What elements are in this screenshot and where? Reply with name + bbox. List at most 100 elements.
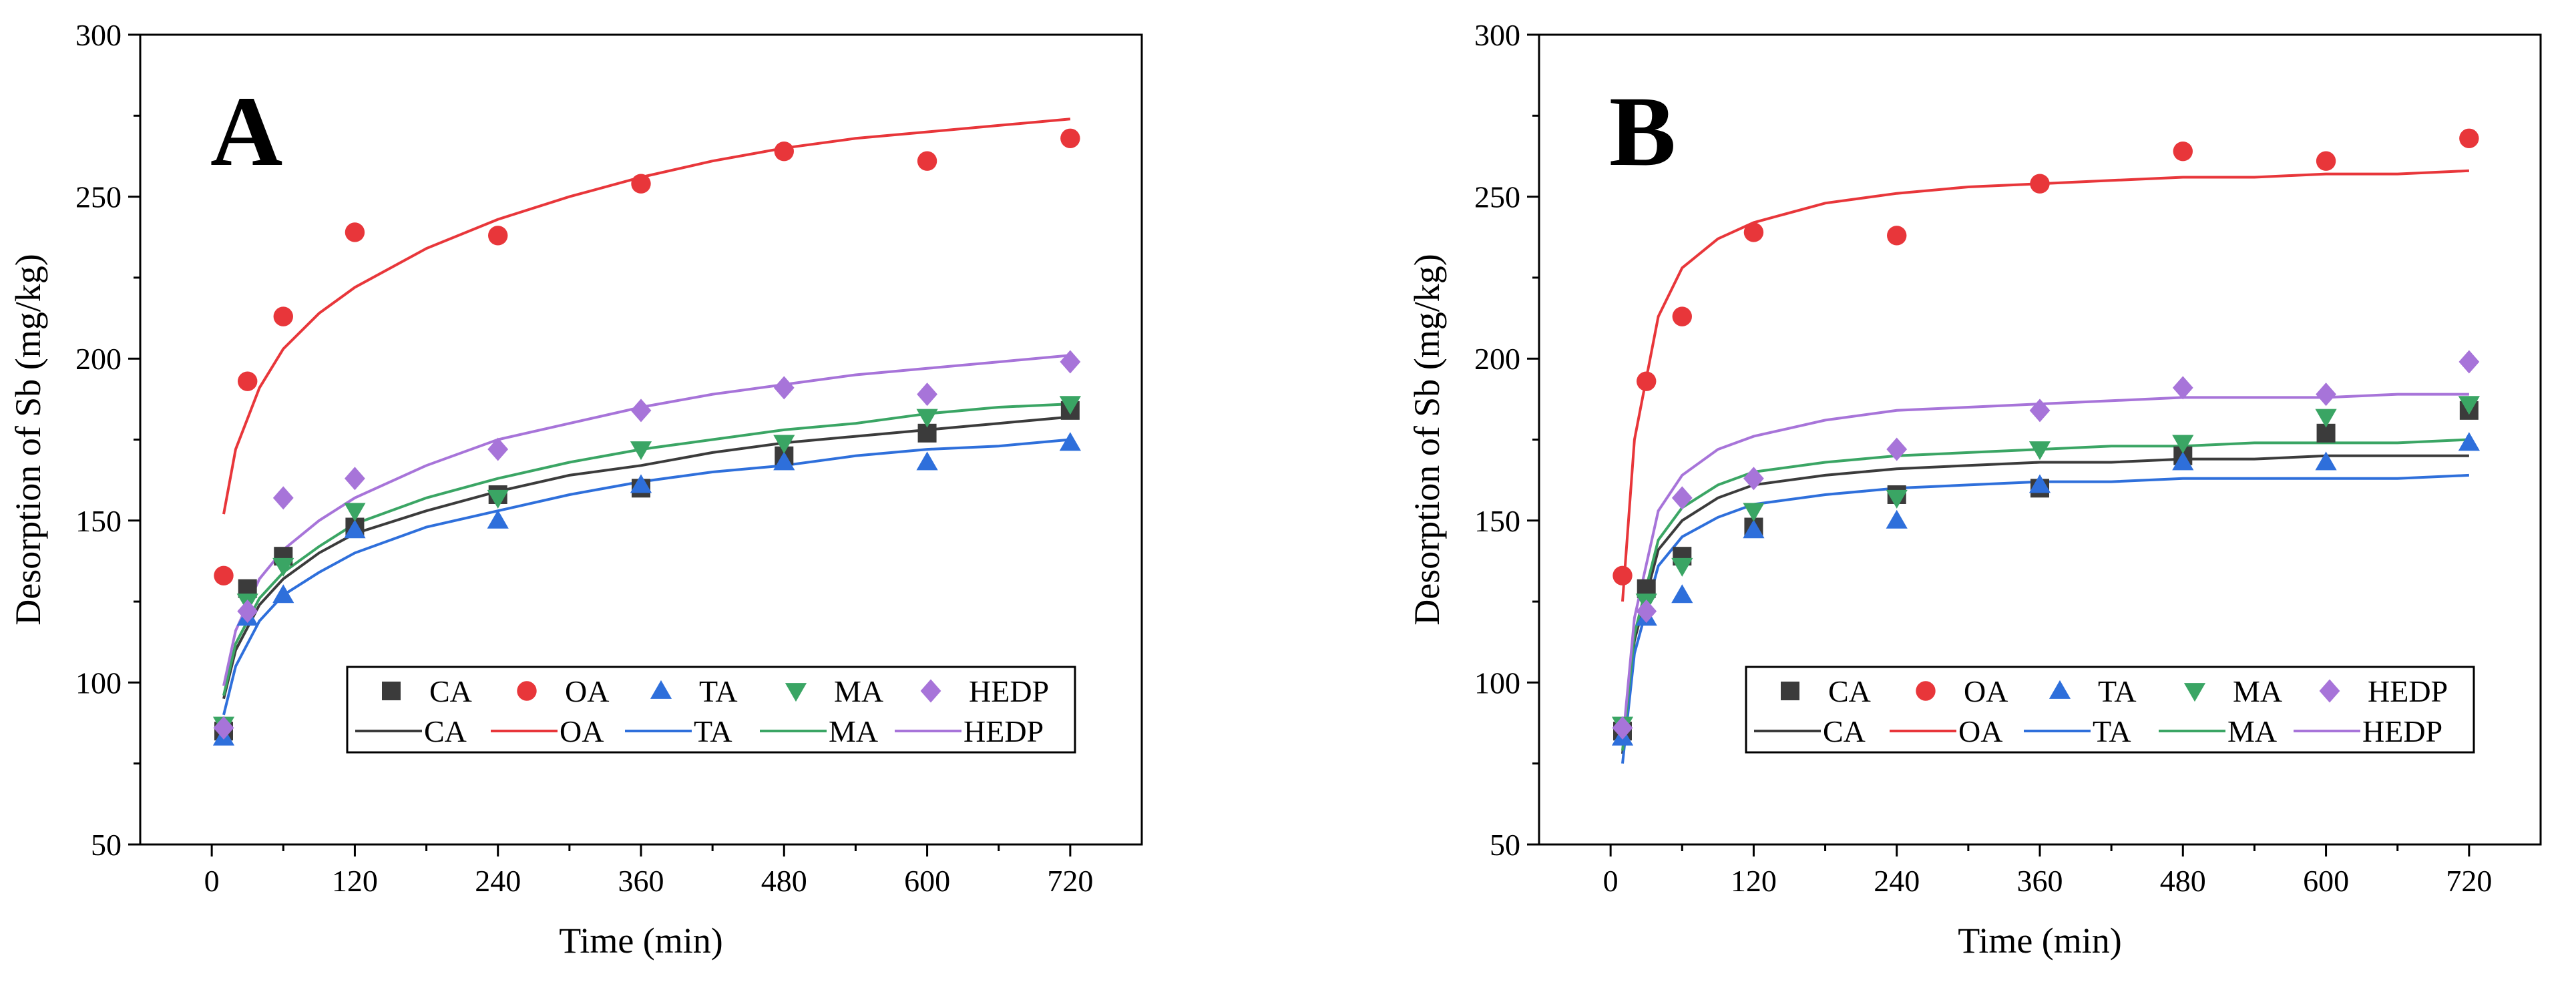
data-point-hedp xyxy=(272,486,294,510)
legend-marker-hedp xyxy=(920,679,941,703)
data-point-oa xyxy=(345,222,365,242)
data-point-hedp xyxy=(1743,467,1764,491)
y-tick-label: 50 xyxy=(91,828,122,862)
data-point-ma xyxy=(2172,435,2194,454)
y-tick-label: 300 xyxy=(1474,18,1520,52)
data-point-oa xyxy=(488,226,508,246)
data-point-ta xyxy=(2315,451,2337,471)
x-tick-label: 600 xyxy=(2303,864,2349,898)
legend: CA OA TA MA HEDP CA OA TA MA HEDP xyxy=(1745,666,2475,754)
data-point-ma xyxy=(2315,409,2337,428)
legend-marker-ma xyxy=(2183,683,2206,702)
data-point-ta xyxy=(344,519,366,539)
legend-label-ta: TA xyxy=(699,674,738,708)
data-point-oa xyxy=(2030,174,2050,194)
data-point-ma xyxy=(344,503,366,522)
legend-label-ta: TA xyxy=(2098,674,2137,708)
data-point-ta xyxy=(1059,432,1081,451)
x-tick-label: 360 xyxy=(2017,864,2063,898)
fit-line-ma xyxy=(222,403,1070,696)
legend-label-ca: CA xyxy=(1828,674,1871,708)
fit-line-ca xyxy=(1621,454,2469,754)
legend-line-label-oa: OA xyxy=(560,714,604,748)
x-axis-label: Time (min) xyxy=(1958,921,2122,961)
legend-marker-ma xyxy=(785,683,807,702)
legend-marker-ta xyxy=(2049,680,2071,699)
x-tick-label: 0 xyxy=(1603,864,1619,898)
data-point-hedp xyxy=(917,383,937,407)
fit-line-hedp xyxy=(222,354,1071,686)
chart-panel-b: 0 120 240 360 480 600 720 50 100 150 200 250 300 Time… xyxy=(1407,18,2542,961)
data-point-ta xyxy=(2458,432,2480,451)
data-point-ma xyxy=(1671,557,1693,577)
x-tick-label: 480 xyxy=(2160,864,2206,898)
y-tick-label: 100 xyxy=(1474,666,1520,700)
data-point-ta xyxy=(1671,584,1693,603)
legend-marker-ta xyxy=(650,680,672,699)
legend-marker-ca xyxy=(382,682,401,700)
fit-line-ca xyxy=(222,415,1071,700)
data-point-ta xyxy=(1886,509,1908,529)
y-tick-label: 150 xyxy=(75,504,122,538)
legend-line-label-ta: TA xyxy=(2093,714,2131,748)
data-point-oa xyxy=(1060,128,1080,148)
x-tick-label: 600 xyxy=(904,864,950,898)
data-point-oa xyxy=(631,174,651,194)
data-point-ta xyxy=(773,451,795,471)
data-point-hedp xyxy=(1060,350,1081,374)
y-tick-label: 300 xyxy=(75,18,122,52)
legend-label-hedp: HEDP xyxy=(2368,674,2448,708)
legend-marker-oa xyxy=(1916,681,1936,701)
data-point-hedp xyxy=(773,376,795,400)
legend-marker-hedp xyxy=(2319,679,2340,703)
data-point-oa xyxy=(2173,141,2193,162)
data-point-ta xyxy=(272,584,294,603)
fit-line-ta xyxy=(222,438,1071,716)
data-point-ta xyxy=(916,451,938,471)
data-point-ma xyxy=(1886,489,1908,509)
legend-label-ma: MA xyxy=(2233,674,2282,708)
legend-line-label-oa: OA xyxy=(1958,714,2002,748)
data-point-oa xyxy=(917,151,937,171)
y-axis-label: Desorption of Sb (mg/kg) xyxy=(8,254,48,625)
legend-marker-ca xyxy=(1781,682,1799,700)
y-axis-label: Desorption of Sb (mg/kg) xyxy=(1407,254,1447,625)
legend-line-label-hedp: HEDP xyxy=(963,714,1044,748)
chart-panel-a: 0 120 240 360 480 600 720 50 100 150 200 250 300 Time… xyxy=(8,18,1143,961)
x-tick-label: 120 xyxy=(332,864,378,898)
data-point-hedp xyxy=(2029,399,2051,423)
fit-line-ma xyxy=(1621,438,2469,751)
data-point-ma xyxy=(272,557,294,577)
data-point-ma xyxy=(2028,441,2051,461)
data-point-ta xyxy=(1743,519,1765,539)
data-point-hedp xyxy=(213,716,234,740)
data-point-hedp xyxy=(2316,383,2336,407)
x-tick-label: 720 xyxy=(2446,864,2492,898)
data-point-oa xyxy=(214,565,234,585)
legend-line-label-ca: CA xyxy=(424,714,467,748)
data-point-hedp xyxy=(2172,376,2193,400)
fit-line-ta xyxy=(1621,473,2469,764)
legend-line-label-ta: TA xyxy=(694,714,732,748)
y-tick-label: 200 xyxy=(75,342,122,376)
y-tick-label: 100 xyxy=(75,666,122,700)
y-tick-label: 250 xyxy=(1474,180,1520,214)
legend-label-ma: MA xyxy=(834,674,883,708)
x-tick-label: 240 xyxy=(475,864,521,898)
data-point-ma xyxy=(1059,396,1081,415)
data-point-hedp xyxy=(345,467,365,491)
data-point-hedp xyxy=(1671,486,1693,510)
y-tick-label: 50 xyxy=(1490,828,1520,862)
legend-line-label-ca: CA xyxy=(1823,714,1866,748)
x-tick-label: 0 xyxy=(204,864,220,898)
data-point-oa xyxy=(1672,306,1692,326)
legend-label-hedp: HEDP xyxy=(969,674,1049,708)
data-point-hedp xyxy=(2458,350,2480,374)
data-point-ta xyxy=(2028,474,2051,493)
data-point-ma xyxy=(487,489,509,509)
legend-line-label-ma: MA xyxy=(829,714,878,748)
data-point-oa xyxy=(273,306,293,326)
data-point-ta xyxy=(487,509,509,529)
panel-letter: A xyxy=(210,76,282,187)
